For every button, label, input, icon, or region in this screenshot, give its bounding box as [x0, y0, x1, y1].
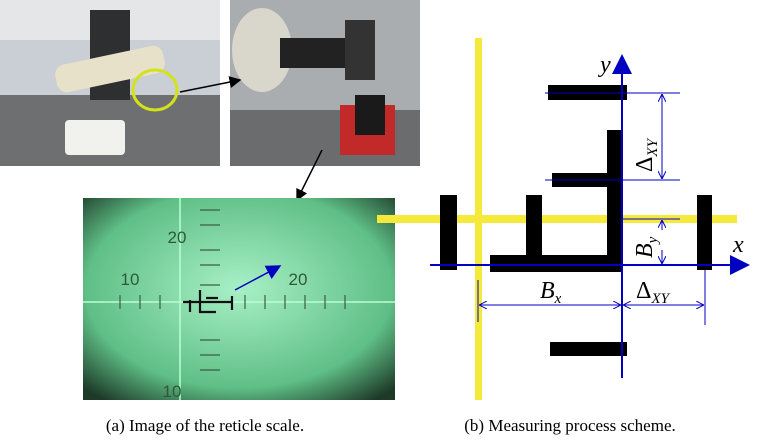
- reticle-label: 10: [121, 270, 140, 289]
- dimension-label: Bx: [540, 278, 562, 307]
- subscript: x: [554, 291, 562, 307]
- symbol: Δ: [636, 278, 651, 304]
- axis-label: y: [598, 52, 611, 78]
- figure: 20 10 20 10 y x: [0, 0, 762, 445]
- dimension-label: By: [632, 236, 661, 258]
- photo-microscope: [0, 0, 220, 166]
- photo-camera: [230, 0, 420, 166]
- reticle-label: 10: [163, 382, 182, 401]
- dimension-label: ΔXY: [632, 137, 661, 172]
- scheme: y x ΔXY By Bx ΔXY: [377, 38, 748, 400]
- axis-label: x: [732, 232, 744, 258]
- subscript: XY: [645, 137, 661, 157]
- subscript: y: [645, 236, 661, 245]
- dimension-label: ΔXY: [636, 278, 671, 307]
- subscript: XY: [650, 291, 670, 307]
- caption: (a) Image of the reticle scale.: [106, 416, 304, 435]
- symbol: Δ: [632, 157, 658, 172]
- symbol: B: [632, 243, 658, 258]
- reticle-label: 20: [289, 270, 308, 289]
- reticle-image: 20 10 20 10: [83, 198, 395, 401]
- symbol: B: [540, 278, 555, 304]
- reticle-label: 20: [168, 228, 187, 247]
- caption: (b) Measuring process scheme.: [464, 416, 676, 435]
